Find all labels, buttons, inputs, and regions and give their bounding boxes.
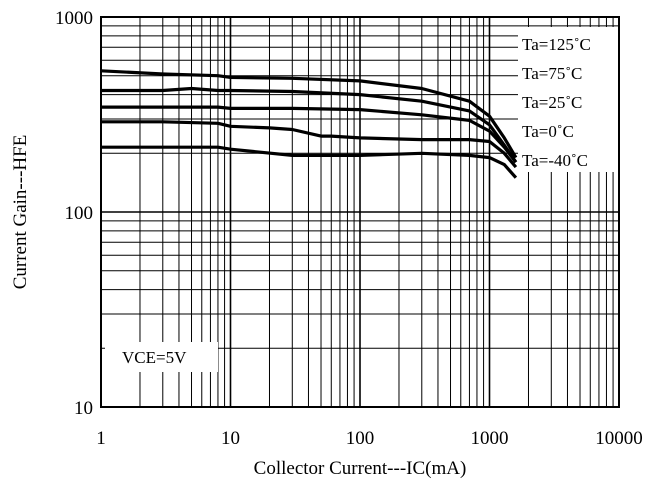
y-tick-label: 1000 xyxy=(55,8,93,29)
series-line-4 xyxy=(101,145,518,179)
legend-item-2: Ta=25˚C xyxy=(522,93,582,112)
series-line-0 xyxy=(100,69,518,159)
series-lines xyxy=(100,69,518,179)
legend-item-4: Ta=-40˚C xyxy=(522,151,588,170)
x-tick-label: 100 xyxy=(346,428,375,449)
x-axis-title: Collector Current---IC(mA) xyxy=(254,458,467,479)
legend: Ta=125˚C Ta=75˚C Ta=25˚C Ta=0˚C Ta=-40˚C xyxy=(518,27,618,172)
annotation-box xyxy=(105,342,218,372)
plot-frame xyxy=(100,16,620,408)
legend-item-0: Ta=125˚C xyxy=(522,35,591,54)
annotation-label: VCE=5V xyxy=(122,348,187,367)
y-tick-label: 10 xyxy=(74,398,93,419)
x-tick-label: 1000 xyxy=(471,428,509,449)
y-tick-label: 100 xyxy=(65,203,94,224)
series-line-1 xyxy=(101,86,518,164)
legend-item-1: Ta=75˚C xyxy=(522,64,582,83)
annotation: VCE=5V xyxy=(105,342,218,372)
x-tick-label: 1 xyxy=(96,428,106,449)
legend-item-3: Ta=0˚C xyxy=(522,122,574,141)
x-tick-label: 10000 xyxy=(595,428,643,449)
series-line-3 xyxy=(101,120,518,169)
series-line-2 xyxy=(101,105,518,164)
y-axis-title: Current Gain---HFE xyxy=(10,135,31,290)
x-tick-label: 10 xyxy=(221,428,240,449)
legend-background xyxy=(518,27,618,172)
